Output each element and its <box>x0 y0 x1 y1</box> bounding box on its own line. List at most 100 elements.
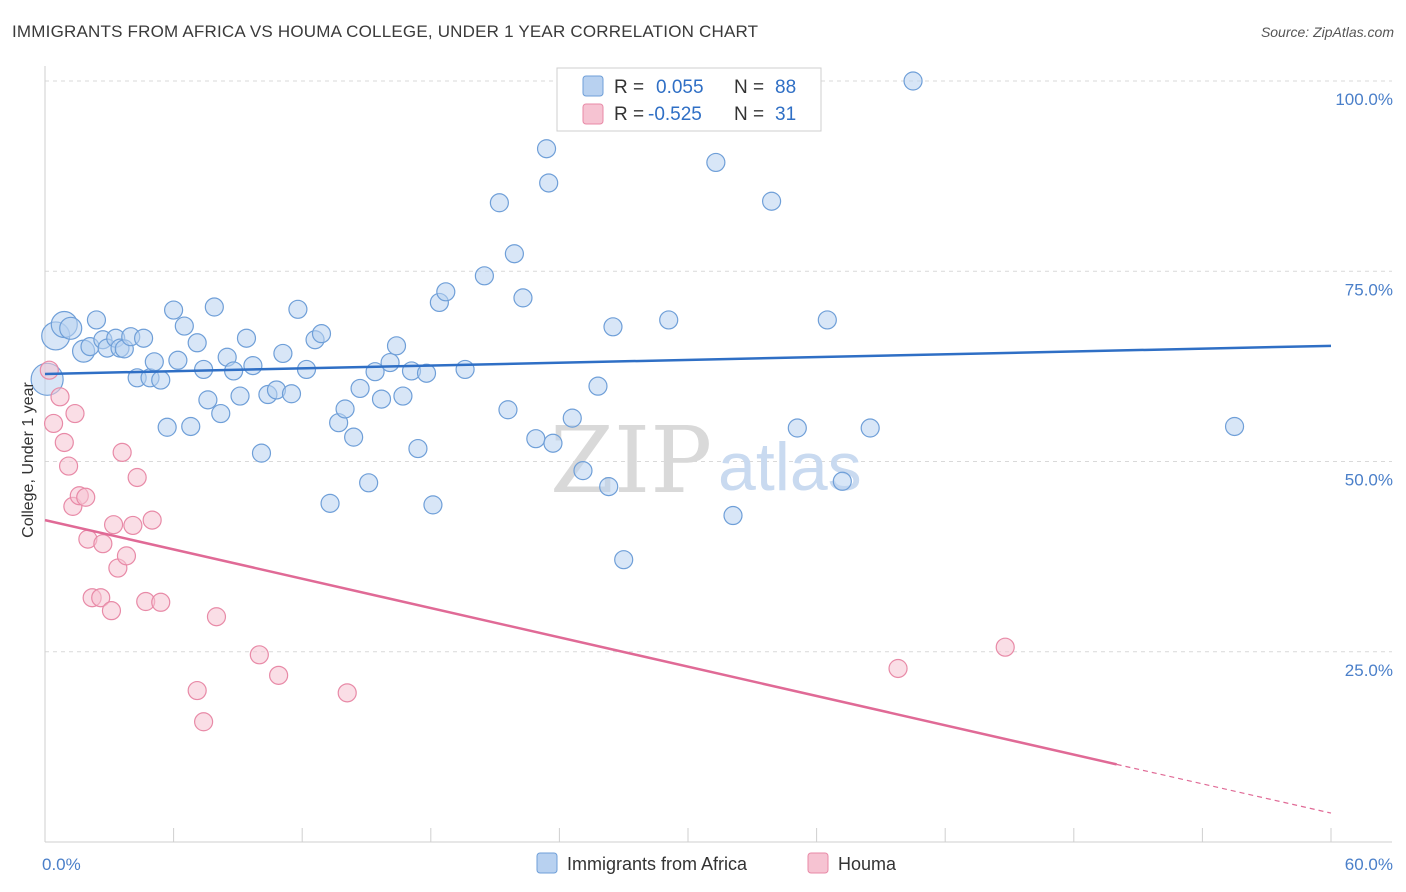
africa-point-80 <box>832 471 852 491</box>
africa-point-73 <box>614 550 634 570</box>
houma-point-24 <box>194 712 214 732</box>
tick-labels: 25.0% 50.0% 75.0% 100.0% 0.0% 60.0% <box>42 90 1393 874</box>
houma-point-26 <box>249 645 269 665</box>
houma-point-18 <box>123 515 143 536</box>
africa-point-64 <box>526 429 546 449</box>
trend-lines <box>44 344 1332 814</box>
y-axis-label: College, Under 1 year <box>20 382 37 538</box>
africa-point-5 <box>86 310 107 330</box>
x-tick-label-0: 0.0% <box>42 855 81 874</box>
houma-point-23 <box>187 680 207 701</box>
africa-point-19 <box>168 350 188 370</box>
africa-point-49 <box>380 352 400 373</box>
africa-point-48 <box>371 389 392 409</box>
africa-point-16 <box>151 370 171 390</box>
africa-point-15 <box>144 352 164 372</box>
africa-point-24 <box>198 390 218 410</box>
africa-point-50 <box>386 336 407 356</box>
africa-point-67 <box>543 433 563 453</box>
africa-point-20 <box>174 316 194 336</box>
africa-point-74 <box>659 310 679 330</box>
africa-point-83 <box>1224 416 1245 437</box>
legend-r-value-1: 0.055 <box>656 77 704 98</box>
africa-point-58 <box>455 359 475 380</box>
y-tick-label-2: 75.0% <box>1345 280 1393 299</box>
africa-point-40 <box>311 324 332 344</box>
houma-point-13 <box>101 601 122 621</box>
africa-point-63 <box>513 288 533 308</box>
houma-point-14 <box>103 515 124 535</box>
africa-point-36 <box>281 384 302 404</box>
houma-point-21 <box>142 510 162 530</box>
bottom-legend-swatch-blue <box>536 852 558 874</box>
legend-n-label-2: N = <box>734 104 764 125</box>
bottom-legend: Immigrants from Africa Houma <box>536 852 897 874</box>
houma-point-16 <box>112 442 132 462</box>
houma-point-6 <box>65 403 85 424</box>
africa-point-59 <box>474 266 494 286</box>
africa-point-55 <box>423 495 443 515</box>
trend-line-africa <box>44 344 1332 376</box>
bottom-legend-label-pink: Houma <box>838 854 897 874</box>
africa-point-79 <box>817 310 837 330</box>
houma-point-29 <box>888 658 908 679</box>
houma-point-12 <box>93 534 113 554</box>
africa-point-51 <box>393 386 413 406</box>
africa-point-21 <box>181 416 201 437</box>
watermark: ZIP atlas <box>550 407 862 514</box>
africa-point-35 <box>273 343 293 364</box>
legend-r-label-1: R = <box>614 77 644 98</box>
africa-point-77 <box>761 191 782 211</box>
legend-n-value-1: 88 <box>775 77 796 98</box>
africa-point-37 <box>288 299 308 319</box>
houma-point-11 <box>91 588 111 608</box>
houma-point-0 <box>39 360 59 380</box>
africa-point-66 <box>539 173 559 193</box>
houma-point-3 <box>54 432 74 453</box>
houma-point-4 <box>58 456 79 476</box>
africa-point-25 <box>204 297 224 317</box>
africa-point-70 <box>588 376 608 396</box>
houma-point-28 <box>337 683 357 703</box>
trend-line-houma <box>44 518 1117 766</box>
africa-point-45 <box>350 378 370 399</box>
africa-point-75 <box>706 152 726 173</box>
africa-point-68 <box>562 408 582 428</box>
africa-point-81 <box>860 418 880 438</box>
legend-swatch-blue <box>582 75 604 97</box>
houma-point-2 <box>50 387 70 407</box>
x-tick-label-1: 60.0% <box>1345 855 1393 874</box>
legend-swatch-pink <box>582 103 604 125</box>
source-label: Source: ZipAtlas.com <box>1260 24 1394 40</box>
axes <box>44 66 1392 843</box>
y-tick-label-3: 100.0% <box>1335 90 1393 109</box>
africa-point-62 <box>504 244 524 264</box>
legend-r-value-2: -0.525 <box>648 104 702 125</box>
africa-point-53 <box>408 438 428 459</box>
africa-point-54 <box>416 363 437 383</box>
africa-point-44 <box>344 427 364 447</box>
houma-point-17 <box>116 546 137 566</box>
africa-point-18 <box>164 300 184 320</box>
africa-point-57 <box>436 282 456 302</box>
africa-point-60 <box>489 193 509 213</box>
series-houma <box>39 360 1015 732</box>
africa-point-29 <box>230 386 250 406</box>
africa-point-31 <box>243 356 263 376</box>
trend-line-houma-extension <box>1116 763 1332 814</box>
africa-point-17 <box>157 417 177 437</box>
houma-point-22 <box>151 592 171 612</box>
houma-point-8 <box>76 487 96 507</box>
africa-point-26 <box>211 403 231 424</box>
y-tick-label-1: 50.0% <box>1345 471 1393 490</box>
africa-point-46 <box>359 473 379 493</box>
africa-point-61 <box>498 400 518 420</box>
africa-point-71 <box>599 477 619 497</box>
chart-title: IMMIGRANTS FROM AFRICA VS HOUMA COLLEGE,… <box>12 22 759 41</box>
africa-point-22 <box>187 333 207 353</box>
africa-point-32 <box>251 443 272 463</box>
grid-lines <box>45 80 1392 653</box>
legend-r-label-2: R = <box>614 104 644 125</box>
africa-point-2 <box>59 316 83 340</box>
africa-point-65 <box>536 139 557 159</box>
